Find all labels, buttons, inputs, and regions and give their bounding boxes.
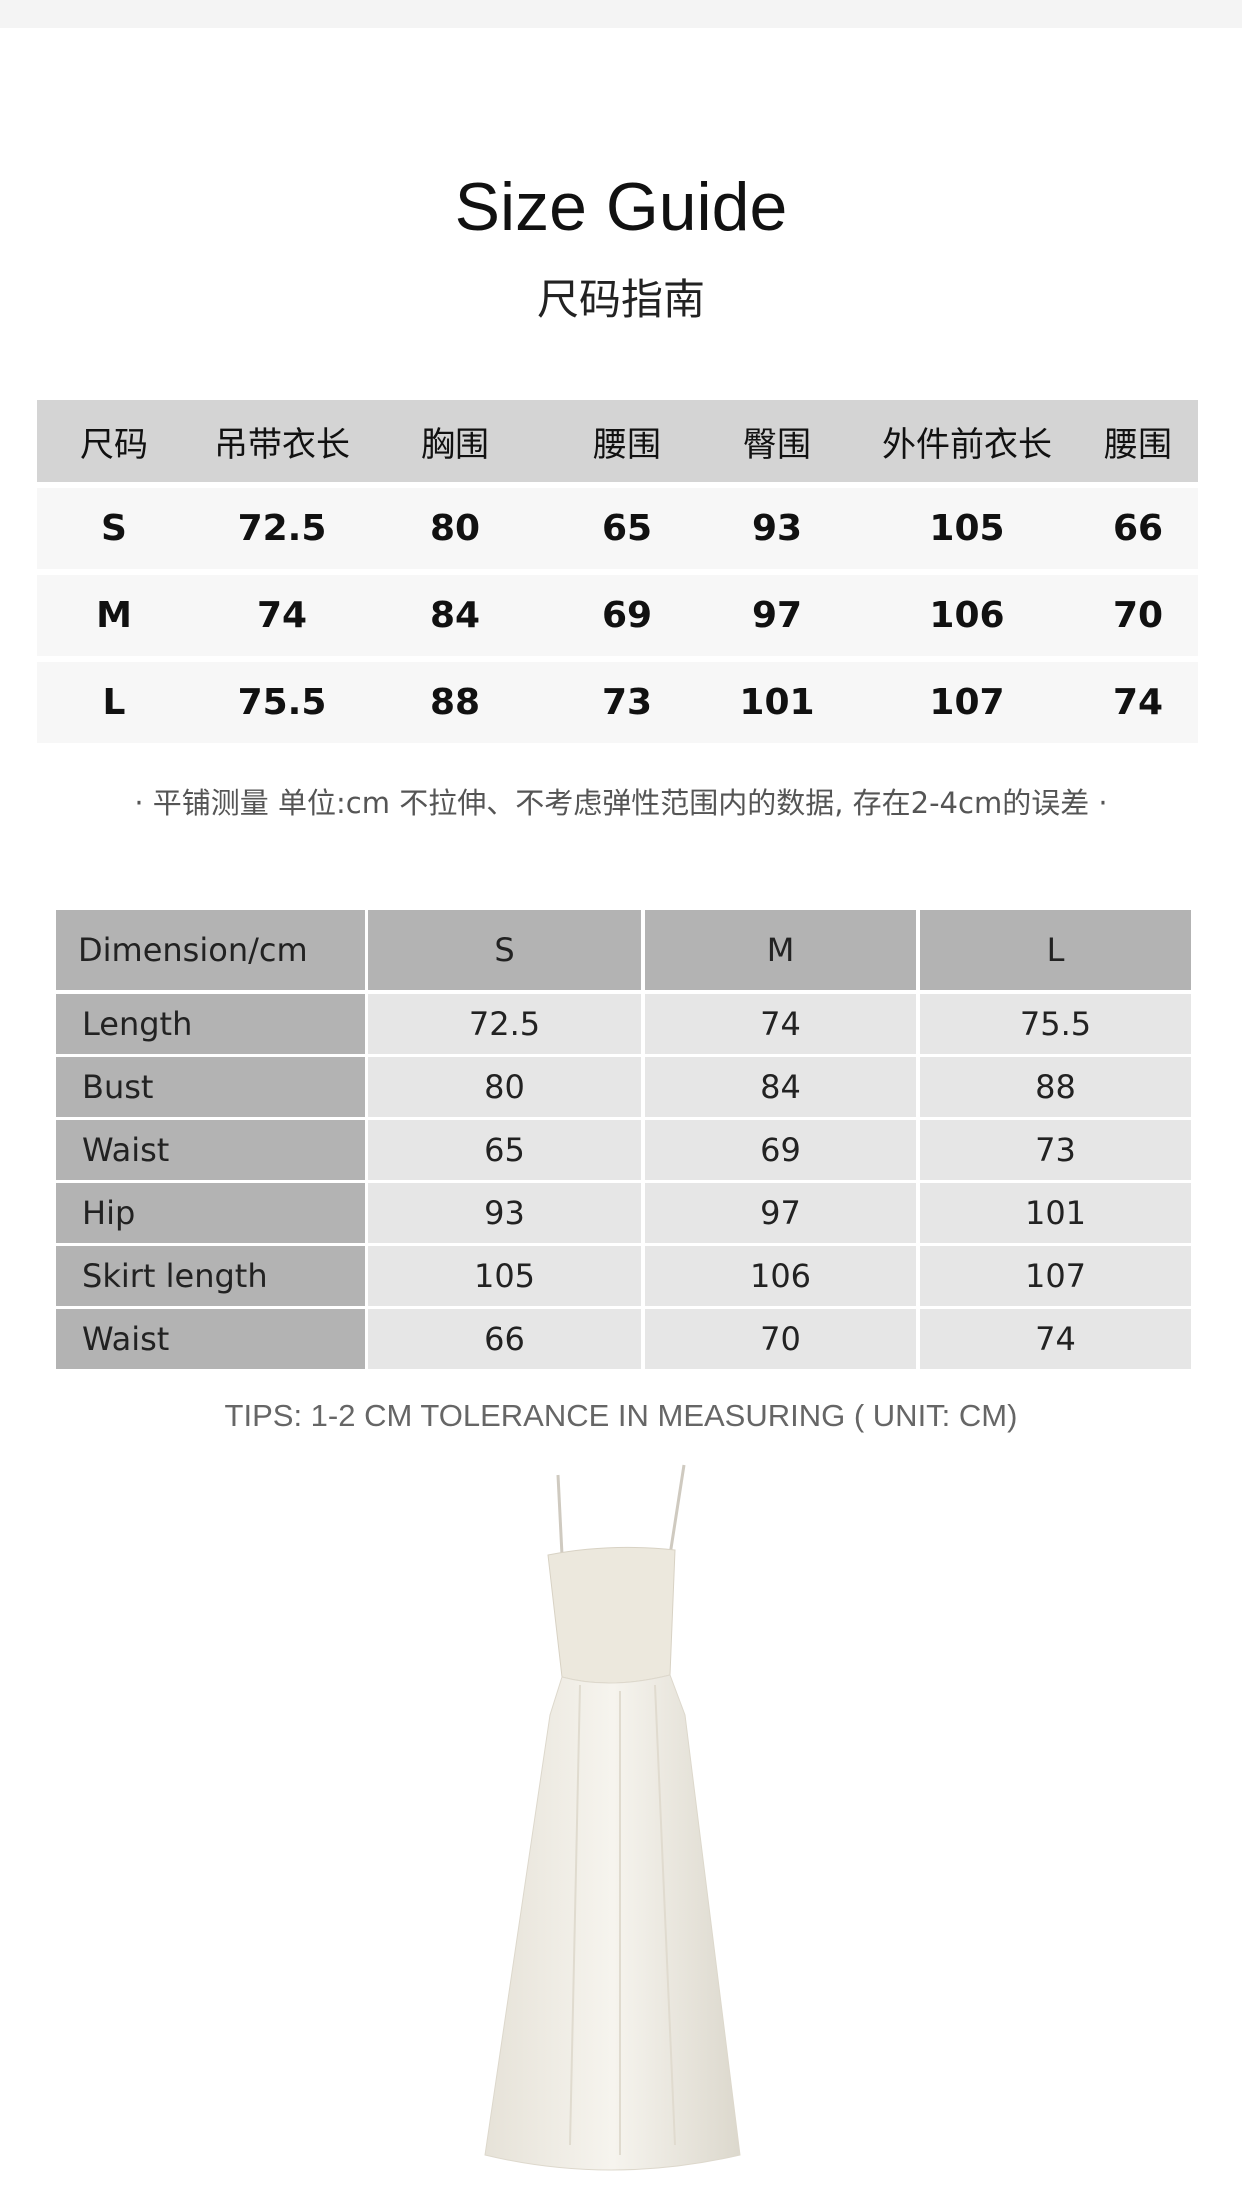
- en-cell: 74: [645, 994, 916, 1054]
- en-row-label: Waist: [56, 1309, 365, 1369]
- en-cell: 84: [645, 1057, 916, 1117]
- page-title: Size Guide: [454, 169, 788, 245]
- cn-header-cell: 臀围: [743, 424, 811, 465]
- cn-header-cell: 腰围: [593, 424, 661, 465]
- cn-cell: M: [96, 595, 132, 636]
- cn-cell: 107: [929, 682, 1005, 723]
- cn-cell: 74: [256, 595, 308, 636]
- en-cell: 93: [368, 1183, 641, 1243]
- en-row-label: Waist: [56, 1120, 365, 1180]
- tips-text: TIPS: 1-2 CM TOLERANCE IN MEASURING ( UN…: [224, 1398, 1018, 1433]
- cn-header-cell: 胸围: [421, 424, 489, 465]
- cn-cell: 101: [739, 682, 815, 723]
- cn-cell: 93: [751, 508, 803, 549]
- cn-header-cell: 外件前衣长: [882, 424, 1052, 465]
- cn-cell: 74: [1112, 682, 1164, 723]
- en-header-cell: S: [368, 910, 641, 990]
- page-subtitle: 尺码指南: [536, 275, 705, 324]
- en-cell: 107: [920, 1246, 1191, 1306]
- cn-table-row: L 75.5 88 73 101 107 74: [37, 662, 1198, 743]
- cn-cell: 65: [601, 508, 653, 549]
- en-cell: 106: [645, 1246, 916, 1306]
- en-header-cell: L: [920, 910, 1191, 990]
- en-cell: 72.5: [368, 994, 641, 1054]
- en-row-label: Hip: [56, 1183, 365, 1243]
- en-cell: 66: [368, 1309, 641, 1369]
- en-cell: 65: [368, 1120, 641, 1180]
- cn-table-header: 尺码 吊带衣长 胸围 腰围 臀围 外件前衣长 腰围: [37, 400, 1198, 482]
- en-header-cell: M: [645, 910, 916, 990]
- en-cell: 88: [920, 1057, 1191, 1117]
- cn-cell: 80: [429, 508, 481, 549]
- dress-product-image: [484, 1464, 741, 2171]
- cn-header-cell: 腰围: [1104, 424, 1172, 465]
- cn-cell: 73: [601, 682, 653, 723]
- en-row-label: Skirt length: [56, 1246, 365, 1306]
- cn-cell: 105: [929, 508, 1005, 549]
- cn-cell: 106: [929, 595, 1005, 636]
- en-header-cell: Dimension/cm: [56, 910, 365, 990]
- cn-measure-note: · 平铺测量 单位:cm 不拉伸、不考虑弹性范围内的数据, 存在2-4cm的误差…: [134, 786, 1108, 820]
- cn-table-row: M 74 84 69 97 106 70: [37, 575, 1198, 656]
- cn-cell: L: [102, 682, 126, 723]
- en-cell: 74: [920, 1309, 1191, 1369]
- cn-table-row: S 72.5 80 65 93 105 66: [37, 488, 1198, 569]
- en-cell: 75.5: [920, 994, 1191, 1054]
- en-cell: 97: [645, 1183, 916, 1243]
- en-row-label: Bust: [56, 1057, 365, 1117]
- en-cell: 69: [645, 1120, 916, 1180]
- cn-cell: 70: [1112, 595, 1164, 636]
- cn-cell: 88: [429, 682, 481, 723]
- cn-cell: 72.5: [237, 508, 327, 549]
- en-cell: 80: [368, 1057, 641, 1117]
- en-cell: 101: [920, 1183, 1191, 1243]
- cn-cell: 97: [751, 595, 803, 636]
- en-cell: 70: [645, 1309, 916, 1369]
- cn-cell: S: [101, 508, 127, 549]
- cn-cell: 75.5: [237, 682, 327, 723]
- cn-header-cell: 尺码: [80, 424, 148, 465]
- top-bar: [0, 0, 1242, 28]
- cn-cell: 84: [429, 595, 481, 636]
- en-cell: 73: [920, 1120, 1191, 1180]
- cn-cell: 69: [601, 595, 653, 636]
- cn-header-cell: 吊带衣长: [214, 424, 350, 465]
- cn-cell: 66: [1112, 508, 1164, 549]
- en-row-label: Length: [56, 994, 365, 1054]
- en-cell: 105: [368, 1246, 641, 1306]
